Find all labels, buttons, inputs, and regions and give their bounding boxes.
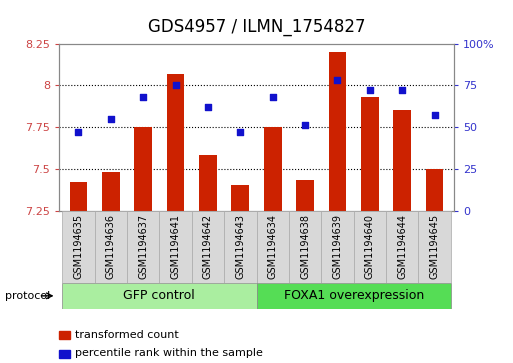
Bar bbox=[134, 127, 152, 211]
Text: GSM1194645: GSM1194645 bbox=[429, 214, 440, 279]
Bar bbox=[167, 74, 185, 211]
Text: GSM1194636: GSM1194636 bbox=[106, 214, 116, 279]
Point bbox=[236, 129, 244, 135]
Bar bbox=[160, 211, 192, 283]
Point bbox=[74, 129, 83, 135]
Bar bbox=[192, 211, 224, 283]
Bar bbox=[426, 169, 443, 211]
Bar bbox=[256, 211, 289, 283]
Text: FOXA1 overexpression: FOXA1 overexpression bbox=[284, 289, 424, 302]
Point bbox=[107, 116, 115, 122]
Text: GSM1194639: GSM1194639 bbox=[332, 214, 343, 279]
Bar bbox=[70, 182, 87, 211]
Text: GSM1194643: GSM1194643 bbox=[235, 214, 245, 279]
Text: GFP control: GFP control bbox=[124, 289, 195, 302]
Bar bbox=[224, 211, 256, 283]
Text: protocol: protocol bbox=[5, 291, 50, 301]
Point bbox=[269, 94, 277, 100]
Point bbox=[398, 87, 406, 93]
Bar bbox=[289, 211, 321, 283]
Bar bbox=[353, 211, 386, 283]
Text: GDS4957 / ILMN_1754827: GDS4957 / ILMN_1754827 bbox=[148, 18, 365, 36]
Text: GSM1194640: GSM1194640 bbox=[365, 214, 375, 279]
Bar bbox=[393, 110, 411, 211]
Text: percentile rank within the sample: percentile rank within the sample bbox=[75, 348, 263, 358]
Bar bbox=[62, 283, 256, 309]
Bar bbox=[199, 155, 217, 211]
Text: GSM1194634: GSM1194634 bbox=[268, 214, 278, 279]
Bar bbox=[102, 172, 120, 211]
Bar bbox=[94, 211, 127, 283]
Point bbox=[366, 87, 374, 93]
Text: transformed count: transformed count bbox=[75, 330, 179, 340]
Text: GSM1194638: GSM1194638 bbox=[300, 214, 310, 279]
Text: GSM1194644: GSM1194644 bbox=[397, 214, 407, 279]
Text: GSM1194642: GSM1194642 bbox=[203, 214, 213, 279]
Bar bbox=[328, 52, 346, 211]
Point bbox=[139, 94, 147, 100]
Text: GSM1194641: GSM1194641 bbox=[170, 214, 181, 279]
Point bbox=[430, 113, 439, 118]
Bar bbox=[296, 180, 314, 211]
Bar bbox=[321, 211, 353, 283]
Point bbox=[301, 122, 309, 128]
Bar bbox=[127, 211, 160, 283]
Bar bbox=[419, 211, 451, 283]
Bar bbox=[231, 185, 249, 211]
Bar bbox=[361, 97, 379, 211]
Text: GSM1194635: GSM1194635 bbox=[73, 214, 84, 279]
Bar bbox=[264, 127, 282, 211]
Bar bbox=[386, 211, 419, 283]
Point bbox=[171, 82, 180, 88]
Point bbox=[333, 77, 342, 83]
Point bbox=[204, 104, 212, 110]
Bar bbox=[62, 211, 94, 283]
Text: GSM1194637: GSM1194637 bbox=[138, 214, 148, 279]
Bar bbox=[256, 283, 451, 309]
